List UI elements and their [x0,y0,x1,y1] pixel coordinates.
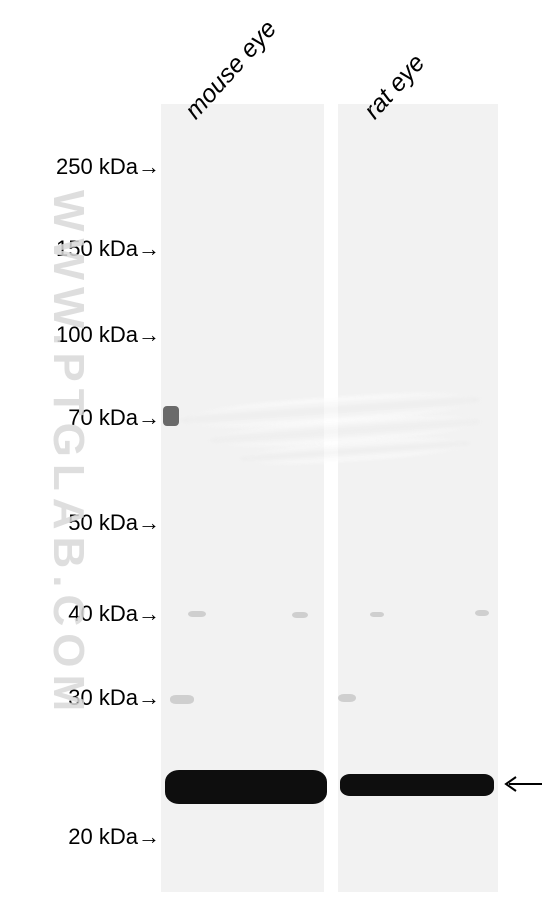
faint-band [292,612,308,618]
faint-band [338,694,356,702]
mw-marker-250: 250 kDa→ [56,154,160,180]
faint-band [170,695,194,704]
faint-band [163,406,179,426]
main-band-mouse [165,770,327,804]
faint-band [370,612,384,617]
wb-figure: { "figure_type": "western-blot", "dimens… [0,0,550,903]
faint-band [475,610,489,616]
main-band-rat [340,774,494,796]
mw-marker-20: 20 kDa→ [68,824,160,850]
lane-separator [324,104,338,892]
band-arrow-icon [500,775,544,798]
watermark-text: WWW.PTGLAB.COM [43,190,93,718]
faint-band [188,611,206,617]
